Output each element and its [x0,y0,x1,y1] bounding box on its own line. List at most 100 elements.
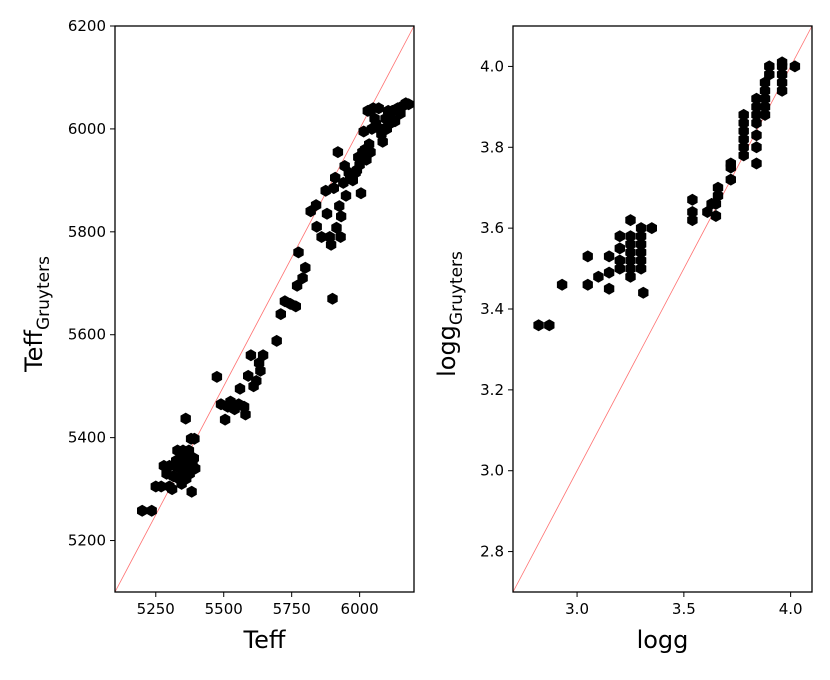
data-point [712,189,724,202]
data-point [738,133,749,146]
data-point [751,129,762,142]
data-point [738,141,749,154]
y-axis-ticks: 2.8 3.0 3.2 3.4 3.6 3.8 4.0 [480,57,513,561]
data-point [603,282,615,295]
data-point [625,254,636,267]
data-point [257,349,269,362]
y-axis-label: loggGruyters [433,251,467,377]
x-tick-label: 3.0 [565,600,589,618]
data-point [320,184,331,197]
y-axis-label-main: logg [433,325,461,377]
axes-frame [512,25,813,593]
y-tick-label: 5200 [68,532,106,550]
x-axis-ticks: 5250 5500 5750 6000 [137,592,379,618]
y-axis-label-subscript: Gruyters [34,256,54,330]
data-point [625,230,636,243]
data-point [751,157,762,170]
y-tick-label: 6200 [68,17,106,35]
x-axis-label: logg [637,626,689,654]
x-tick-label: 4.0 [779,600,803,618]
logg-comparison-panel: 3.0 3.5 4.0 2.8 3.0 3.2 3.4 3.6 3.8 4.0 logg log… [433,25,813,654]
data-point [614,230,625,243]
data-point [738,117,749,129]
reference-line [114,25,415,593]
y-axis-ticks: 5200 5400 5600 5800 6000 6200 [68,17,115,550]
data-point [255,364,266,377]
data-point [334,200,345,213]
data-point [293,246,304,259]
data-point [321,207,333,220]
data-point [300,261,311,274]
data-point [635,238,647,251]
data-point [330,171,341,184]
data-point [582,250,593,263]
data-point [275,308,286,321]
data-point [556,278,568,291]
data-point [593,270,604,283]
data-point [291,279,303,292]
y-axis-label-subscript: Gruyters [447,251,467,325]
data-point [403,98,414,111]
data-point [789,60,801,73]
data-point [355,187,367,200]
data-point [331,221,342,234]
y-tick-label: 5400 [68,429,106,447]
data-point [186,485,197,498]
y-tick-label: 3.6 [480,219,504,237]
data-point [219,413,231,426]
x-tick-label: 5250 [137,600,175,618]
data-point [625,270,636,283]
data-point [533,319,544,332]
data-point [759,92,771,105]
data-point [614,242,625,255]
data-point [635,262,647,275]
x-axis-ticks: 3.0 3.5 4.0 [565,592,803,618]
y-tick-label: 4.0 [480,57,504,75]
data-point [582,278,593,291]
data-point [751,108,762,121]
data-point [725,157,736,170]
data-point [156,480,167,493]
data-point [625,238,636,251]
data-point [389,115,401,128]
x-tick-label: 3.5 [672,600,696,618]
y-axis-label-main: Teff [20,330,48,373]
data-point [712,181,724,194]
data-point [183,444,195,457]
data-point [373,102,384,115]
data-point [635,230,647,243]
data-point [290,300,301,313]
y-tick-label: 3.0 [480,462,504,480]
data-point [759,100,771,113]
data-point [638,286,649,299]
teff-comparison-panel: 5250 5500 5750 6000 5200 5400 5600 5800 6000 620… [20,17,415,654]
data-point [614,262,625,275]
data-point [751,92,762,105]
data-point [338,176,349,189]
data-point [211,370,223,383]
y-tick-label: 6000 [68,120,106,138]
data-point [240,408,251,421]
y-axis-label: TeffGruyters [20,256,54,373]
data-point [310,199,322,212]
data-point [137,504,148,517]
data-point [776,56,788,69]
data-point [327,292,338,305]
data-point [687,206,698,218]
x-axis-label: Teff [243,626,286,654]
data-point [377,135,388,148]
x-tick-label: 5500 [205,600,243,618]
data-point [251,375,262,387]
x-tick-label: 5750 [273,600,311,618]
data-point [603,250,615,263]
data-point [180,412,191,425]
data-point [234,382,246,395]
scatter-points [533,56,801,332]
y-tick-label: 5800 [68,223,106,241]
data-point [738,108,749,121]
data-point [316,231,327,243]
data-point [365,146,376,159]
data-point [751,141,762,154]
data-point [189,432,200,445]
data-point [710,210,722,222]
